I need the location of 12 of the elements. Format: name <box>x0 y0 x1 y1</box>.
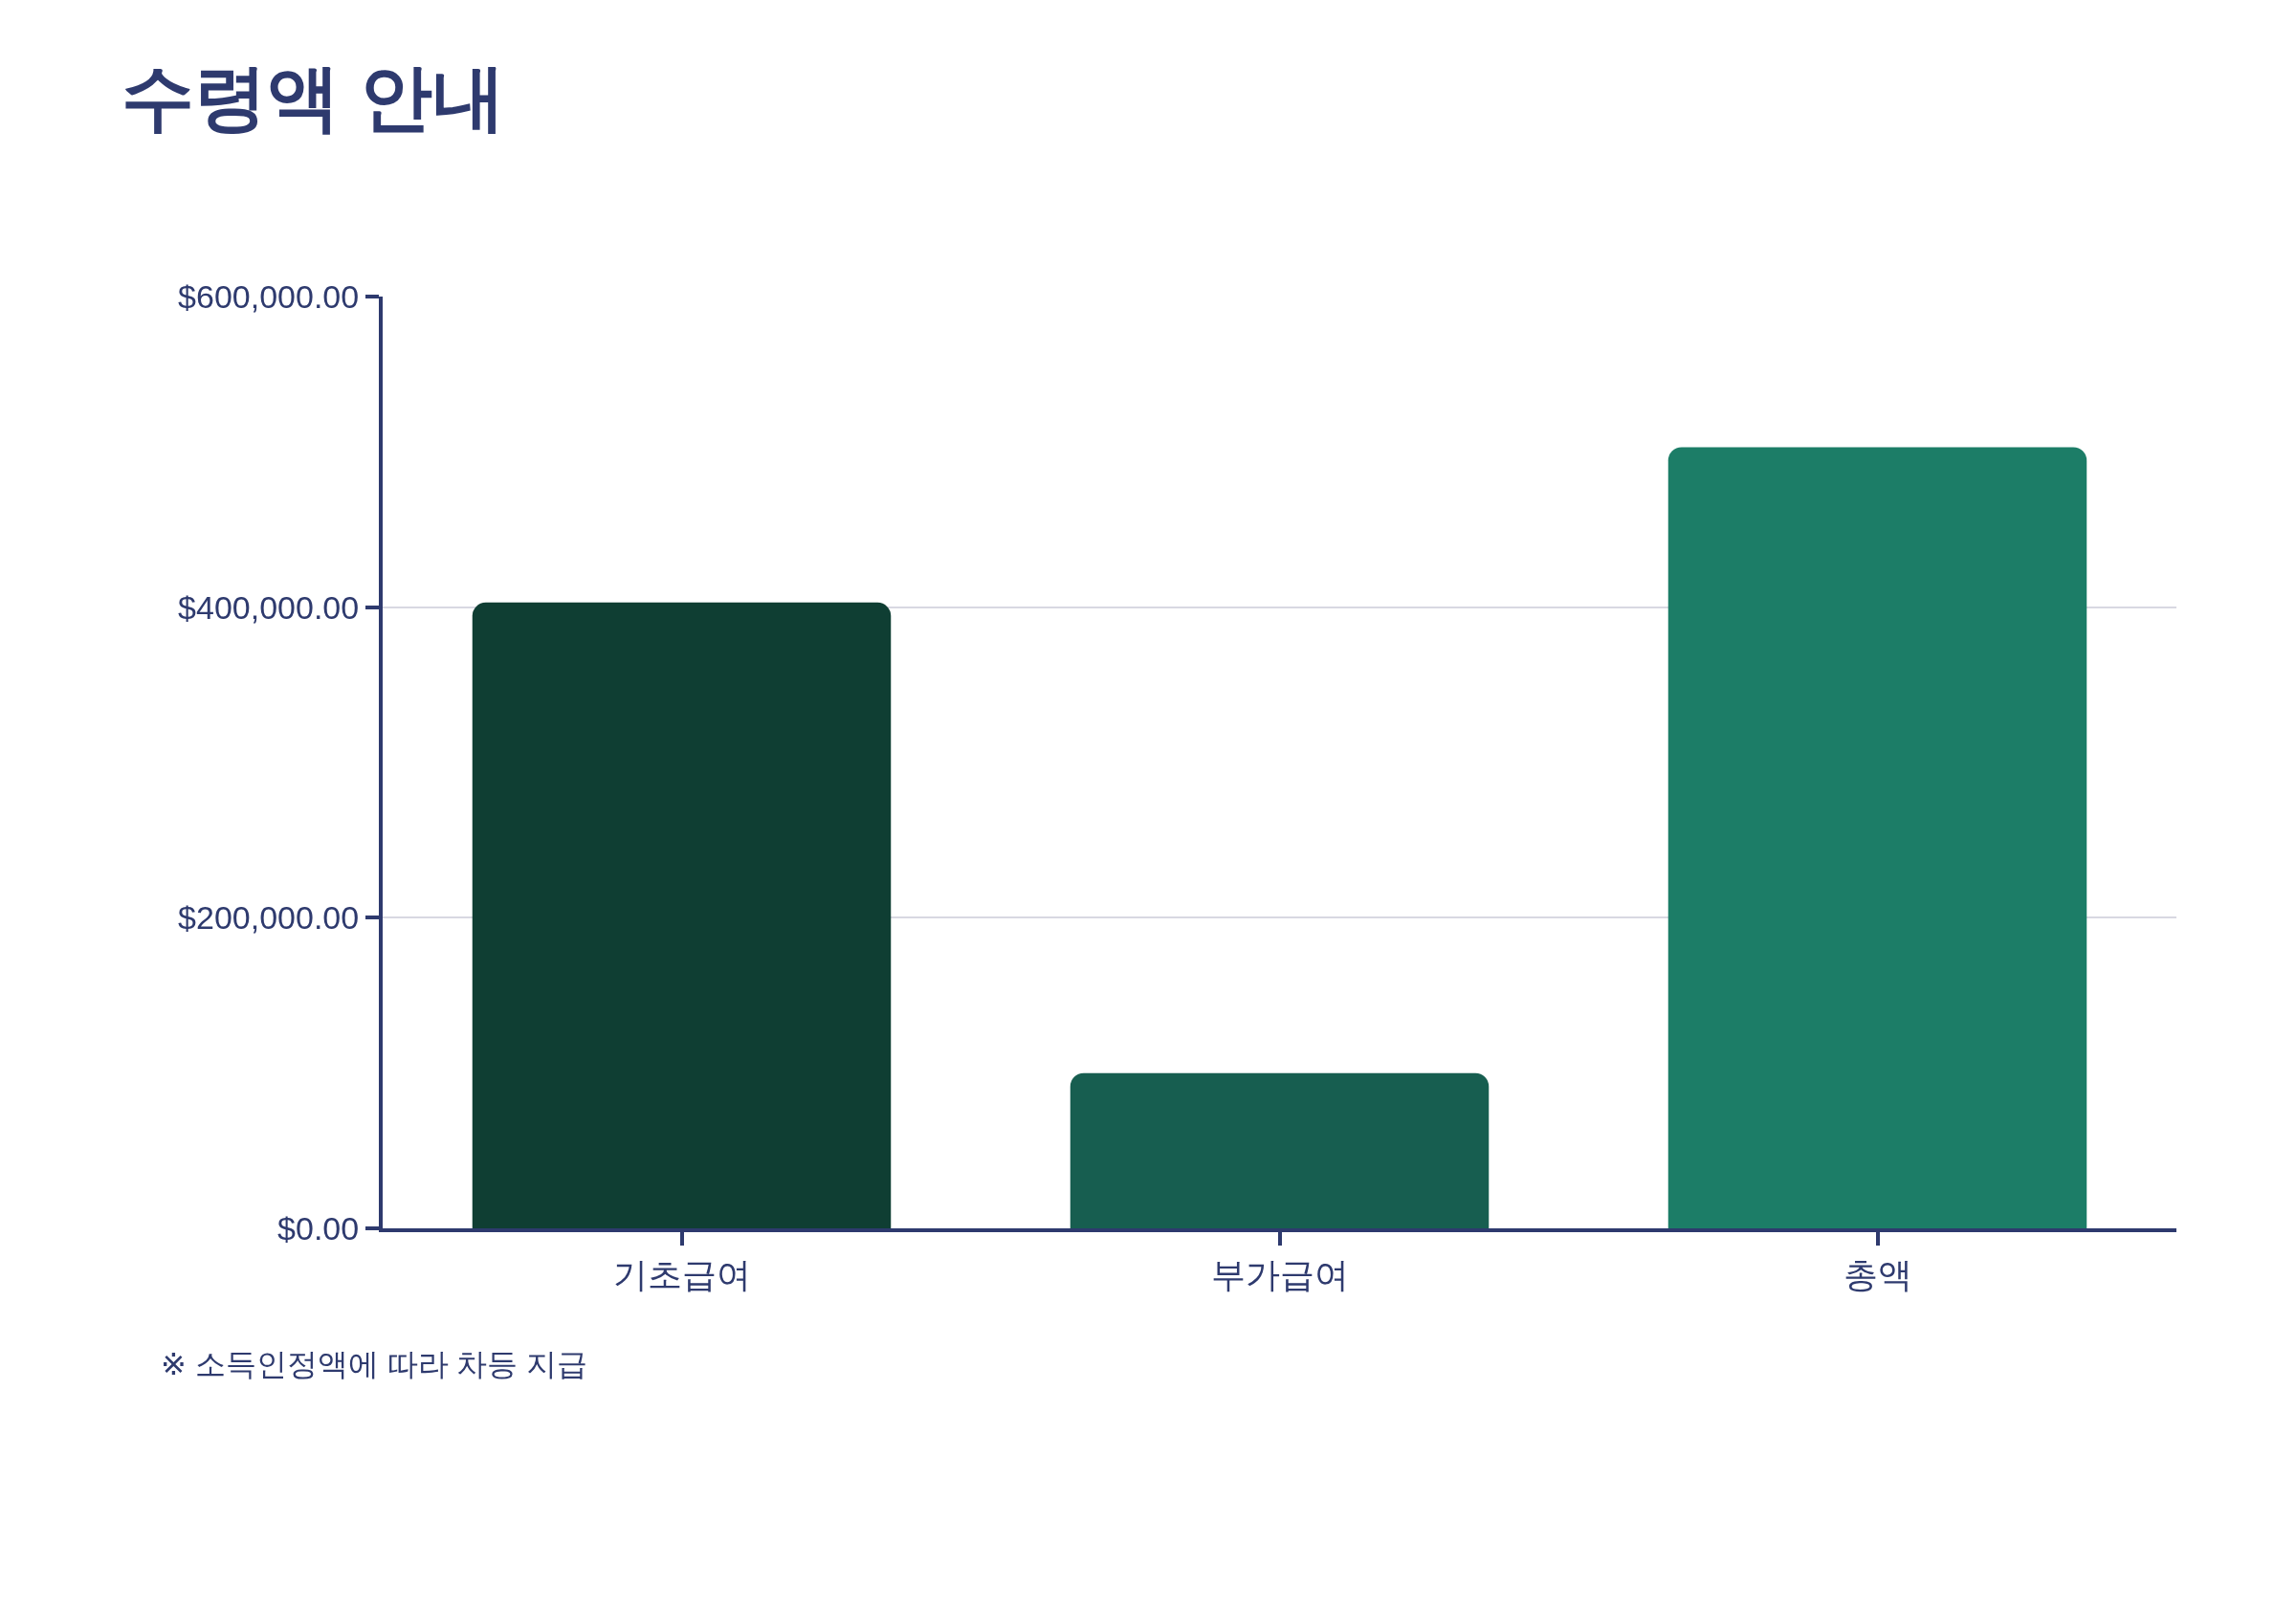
text: ※ 소득인정액에 따라 차등 지급 <box>161 1347 588 1381</box>
x-tick-label: 부가급여 <box>1210 1255 1349 1295</box>
bar <box>472 602 892 1228</box>
y-tick-label: $400,000.00 <box>178 588 360 626</box>
y-tick-label: $0.00 <box>277 1209 360 1247</box>
y-tick-label: $600,000.00 <box>178 277 360 315</box>
chart-title: 수령액 안내 <box>121 55 506 138</box>
bar <box>1070 1072 1490 1228</box>
x-tick-label: 기초급여 <box>612 1255 751 1295</box>
bar <box>1667 447 2087 1228</box>
y-tick-label: $200,000.00 <box>178 899 360 937</box>
x-tick-label: 총액 <box>1843 1255 1912 1295</box>
